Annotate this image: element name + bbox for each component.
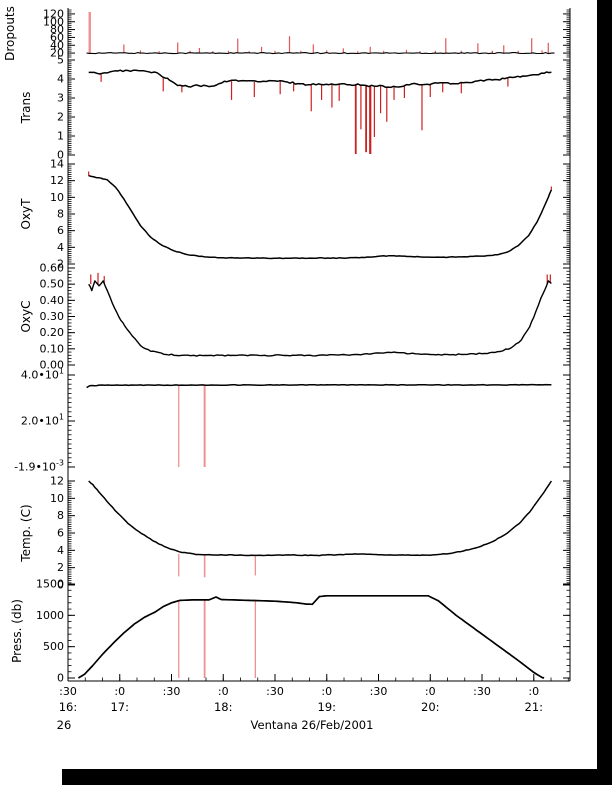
y-tick-label: 3	[57, 92, 64, 105]
y-tick-label: -1.9•10-3	[14, 459, 64, 474]
y-tick-label: 12	[50, 475, 64, 488]
x-tick-label: :0	[321, 685, 332, 698]
panel-trans: 0 1 2 3 4 5 Trans	[19, 54, 570, 162]
panel-temp: 0 2 4 6 8 10 12 Temp. (C)	[19, 475, 570, 592]
window-artifact-bottom-bar	[62, 769, 612, 785]
panel-cond: -1.9•10-3 2.0•101 4.0•101	[14, 367, 570, 474]
x-hour-label: 19:	[318, 700, 337, 714]
y-tick-label: 500	[43, 640, 64, 653]
x-tick-label: :30	[473, 685, 491, 698]
y-tick-label: 4	[57, 73, 64, 86]
x-hour-label: 17:	[110, 700, 129, 714]
y-tick-label: 2	[57, 111, 64, 124]
x-hour-label: 21:	[525, 700, 544, 714]
y-axis-title: OxyT	[19, 198, 33, 230]
y-tick-label: 4	[57, 544, 64, 557]
y-axis-title: Trans	[19, 92, 33, 125]
y-tick-label: 0.00	[40, 359, 65, 372]
y-tick-label: 100	[43, 15, 64, 28]
y-tick-label: 40	[50, 39, 64, 52]
y-tick-label: 6	[57, 527, 64, 540]
oxyc-trace	[88, 280, 552, 357]
x-axis: :30 16: :0 17: :30 :0 18: :30 :0 19: :30 :0 20: :30 :0…	[59, 674, 570, 714]
x-tick-label: :30	[370, 685, 388, 698]
y-tick-label: 14	[50, 158, 64, 171]
x-tick-label: :0	[218, 685, 229, 698]
figure-title: Ventana 26/Feb/2001	[251, 718, 374, 732]
y-tick-label: 120	[43, 7, 64, 20]
y-tick-label: 0.30	[40, 310, 65, 323]
x-tick-label: :30	[59, 685, 77, 698]
y-tick-label: 1500	[36, 578, 64, 591]
generated-plot-layers: 20406080100120Dropouts012345Trans2468101…	[3, 6, 571, 714]
x-tick-label: :0	[528, 685, 539, 698]
x-tick-label: :30	[163, 685, 181, 698]
cond-trace	[86, 383, 552, 389]
y-tick-label: 12	[50, 174, 64, 187]
x-hour-label: 16:	[59, 700, 78, 714]
y-tick-label: 10	[50, 191, 64, 204]
y-tick-label: 0.40	[40, 294, 65, 307]
y-tick-label: 4	[57, 241, 64, 254]
y-axis-title: Dropouts	[3, 6, 17, 61]
y-tick-label: 8	[57, 208, 64, 221]
y-axis-title: OxyC	[19, 300, 33, 332]
trans-trace	[88, 69, 552, 89]
y-tick-label: 2.0•101	[21, 413, 64, 428]
y-tick-label: 0.60	[40, 262, 65, 275]
x-tick-label: :0	[114, 685, 125, 698]
y-tick-label: 0	[57, 579, 64, 592]
x-hour-label: 18:	[214, 700, 233, 714]
y-axis-title: Press. (db)	[10, 599, 24, 663]
x-tick-label: :0	[425, 685, 436, 698]
day-of-month-label: 26	[57, 718, 72, 732]
y-tick-label: 0.50	[40, 278, 65, 291]
y-tick-label: 6	[57, 224, 64, 237]
window-artifact-right-bar	[597, 0, 612, 785]
y-tick-label: 4.0•101	[21, 367, 64, 382]
y-tick-label: 1	[57, 130, 64, 143]
y-tick-label: 0.20	[40, 326, 65, 339]
y-tick-label: 0.10	[40, 342, 65, 355]
panel-oxyc: 0.00 0.10 0.20 0.30 0.40 0.50 0.60 OxyC	[19, 262, 570, 372]
y-tick-label: 8	[57, 509, 64, 522]
panel-press: 0 500 1000 1500 Press. (db)	[10, 578, 570, 685]
y-tick-label: 10	[50, 492, 64, 505]
x-tick-label: :30	[266, 685, 284, 698]
y-tick-label: 2	[57, 258, 64, 271]
y-tick-label: 2	[57, 561, 64, 574]
y-axis-title: Temp. (C)	[19, 504, 33, 562]
y-tick-label: 60	[50, 31, 64, 44]
y-tick-label: 20	[50, 47, 64, 60]
y-tick-label: 5	[57, 54, 64, 67]
dropouts-trace	[86, 52, 555, 55]
y-tick-label: 80	[50, 23, 64, 36]
y-tick-label: 0	[57, 672, 64, 685]
y-tick-label: 1000	[36, 609, 64, 622]
y-tick-label: 0	[57, 149, 64, 162]
oxyt-trace	[88, 174, 553, 260]
panel-oxyt: 2 4 6 8 10 12 14 OxyT	[19, 158, 570, 271]
press-trace	[77, 594, 545, 679]
x-hour-label: 20:	[421, 700, 440, 714]
temp-trace	[88, 480, 553, 557]
